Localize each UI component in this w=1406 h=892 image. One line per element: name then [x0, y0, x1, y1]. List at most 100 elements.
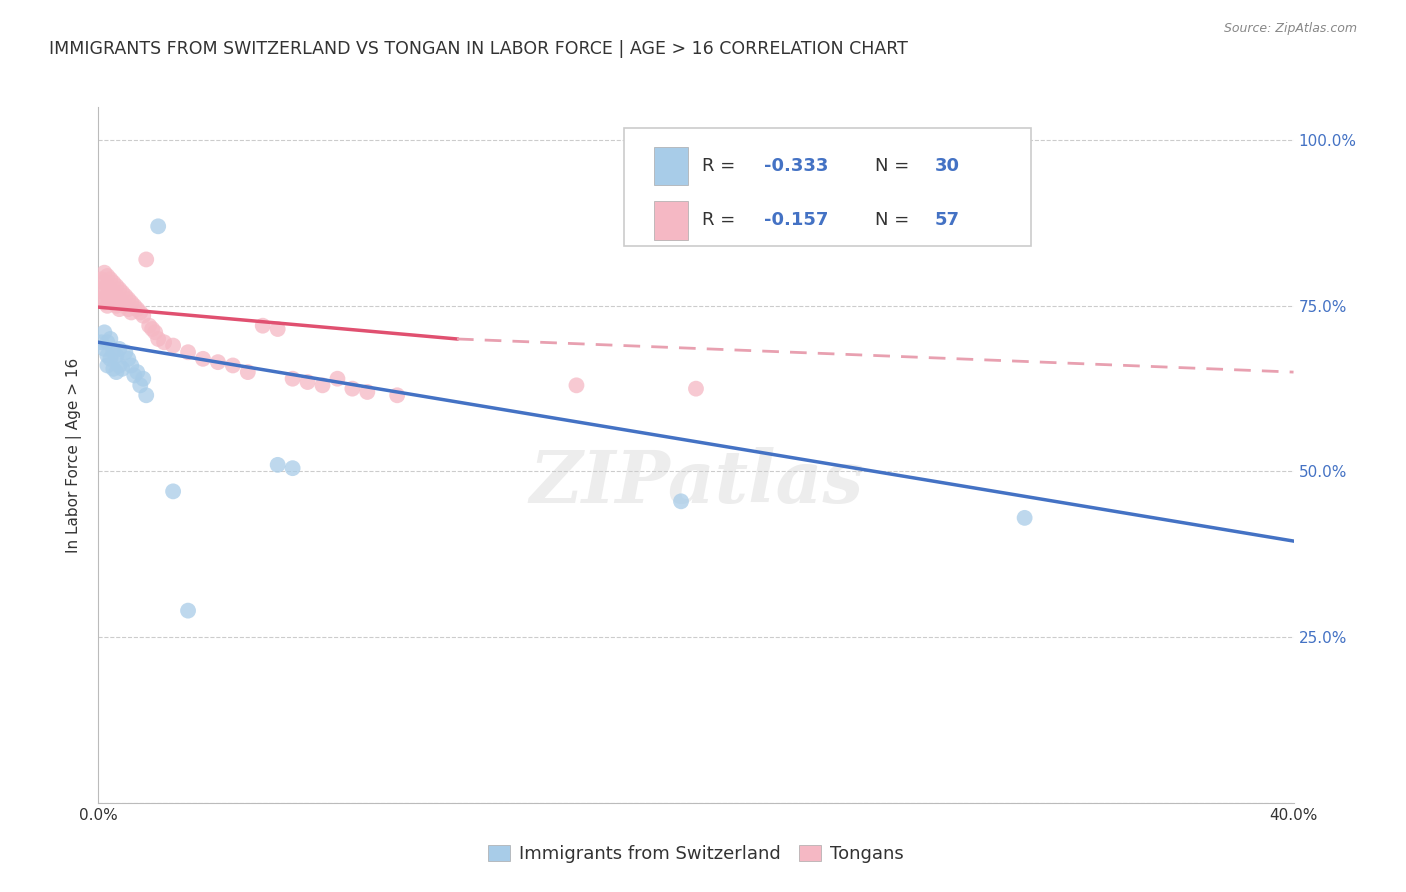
Point: [356, 384, 378, 399]
Point: [105, 349, 128, 363]
Point: [98, 351, 122, 366]
Point: [96, 349, 118, 363]
Point: [93, 326, 115, 340]
Text: -0.157: -0.157: [763, 211, 828, 229]
Point: [148, 219, 170, 234]
Point: [96, 268, 118, 283]
Point: [120, 295, 142, 310]
Point: [117, 292, 139, 306]
Point: [103, 295, 125, 310]
Point: [90, 335, 112, 350]
Point: [103, 345, 125, 359]
Point: [127, 365, 149, 379]
Point: [96, 359, 118, 373]
Point: [103, 276, 125, 290]
FancyBboxPatch shape: [654, 147, 688, 186]
Point: [93, 295, 115, 310]
Point: [111, 295, 134, 310]
Text: R =: R =: [702, 157, 741, 175]
Point: [111, 361, 134, 376]
Text: -0.333: -0.333: [763, 157, 828, 175]
Text: 30: 30: [935, 157, 960, 175]
Point: [96, 279, 118, 293]
Point: [98, 332, 122, 346]
Point: [129, 378, 152, 392]
Point: [342, 382, 364, 396]
Point: [177, 345, 200, 359]
Point: [105, 365, 128, 379]
Point: [1014, 511, 1036, 525]
Point: [90, 272, 112, 286]
Point: [117, 302, 139, 317]
Point: [111, 285, 134, 300]
Point: [93, 266, 115, 280]
Point: [153, 335, 176, 350]
Point: [162, 484, 184, 499]
Point: [132, 309, 155, 323]
Point: [108, 302, 131, 317]
Point: [207, 355, 229, 369]
Point: [177, 604, 200, 618]
Point: [108, 292, 131, 306]
Point: [138, 318, 160, 333]
Point: [267, 322, 290, 336]
Point: [281, 372, 304, 386]
Point: [124, 299, 146, 313]
Point: [222, 359, 245, 373]
Point: [117, 351, 139, 366]
Point: [669, 494, 692, 508]
Text: Source: ZipAtlas.com: Source: ZipAtlas.com: [1223, 22, 1357, 36]
Point: [267, 458, 290, 472]
Point: [93, 276, 115, 290]
Point: [127, 302, 149, 317]
Legend: Immigrants from Switzerland, Tongans: Immigrants from Switzerland, Tongans: [481, 838, 911, 871]
Point: [326, 372, 349, 386]
Point: [143, 326, 166, 340]
Point: [135, 252, 157, 267]
Point: [685, 382, 707, 396]
Text: 57: 57: [935, 211, 960, 229]
Point: [236, 365, 259, 379]
Point: [105, 279, 128, 293]
Point: [297, 375, 319, 389]
Point: [98, 272, 122, 286]
Point: [311, 378, 333, 392]
Point: [93, 285, 115, 300]
Point: [162, 338, 184, 352]
Point: [98, 292, 122, 306]
Point: [103, 361, 125, 376]
FancyBboxPatch shape: [624, 128, 1031, 246]
Point: [108, 342, 131, 356]
Y-axis label: In Labor Force | Age > 16: In Labor Force | Age > 16: [66, 358, 83, 552]
Text: R =: R =: [702, 211, 741, 229]
Point: [103, 285, 125, 300]
Point: [105, 289, 128, 303]
Point: [120, 359, 142, 373]
Point: [191, 351, 214, 366]
Point: [96, 289, 118, 303]
Point: [565, 378, 588, 392]
Point: [105, 299, 128, 313]
Text: ZIPatlas: ZIPatlas: [529, 447, 863, 518]
Text: IMMIGRANTS FROM SWITZERLAND VS TONGAN IN LABOR FORCE | AGE > 16 CORRELATION CHAR: IMMIGRANTS FROM SWITZERLAND VS TONGAN IN…: [49, 40, 908, 58]
Point: [281, 461, 304, 475]
Point: [141, 322, 163, 336]
Point: [96, 335, 118, 350]
Point: [385, 388, 409, 402]
Point: [120, 305, 142, 319]
Point: [93, 342, 115, 356]
Point: [129, 305, 152, 319]
Point: [96, 299, 118, 313]
Point: [135, 388, 157, 402]
FancyBboxPatch shape: [654, 202, 688, 240]
Point: [90, 292, 112, 306]
Point: [108, 359, 131, 373]
Point: [148, 332, 170, 346]
Point: [132, 372, 155, 386]
Text: N =: N =: [876, 157, 915, 175]
Point: [114, 345, 136, 359]
Point: [108, 282, 131, 296]
Text: N =: N =: [876, 211, 915, 229]
Point: [124, 368, 146, 383]
Point: [252, 318, 274, 333]
